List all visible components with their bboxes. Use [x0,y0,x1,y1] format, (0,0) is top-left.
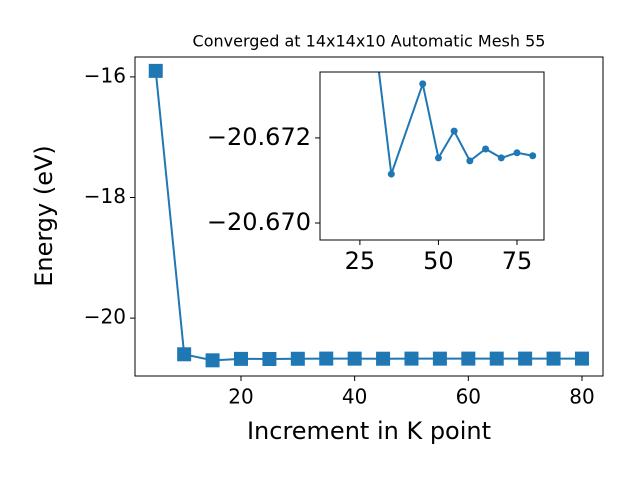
marker [546,351,561,366]
x-tick-label: 20 [228,385,253,409]
y-axis-label: Energy (eV) [30,145,58,287]
marker [432,351,447,366]
marker [387,170,395,178]
marker [529,152,537,160]
marker [347,351,362,366]
y-tick-label: −20.672 [207,123,311,151]
y-tick-label: −20.670 [207,208,311,236]
marker [148,63,163,78]
marker [489,351,504,366]
marker [482,145,490,153]
marker [419,80,427,88]
plot-frame [134,56,604,377]
x-tick-label: 50 [423,247,454,275]
marker [497,154,505,162]
marker [205,353,220,368]
line [154,70,582,362]
marker [518,351,533,366]
marker [376,351,391,366]
marker [434,154,442,162]
y-tick-label: −20 [84,305,126,329]
x-tick-label: 80 [569,385,594,409]
x-tick-label: 60 [456,385,481,409]
y-tick-label: −16 [84,63,126,87]
y-tick-label: −18 [84,184,126,208]
marker [177,347,192,362]
marker [574,351,589,366]
chart-title: Converged at 14x14x10 Automatic Mesh 55 [193,32,546,51]
x-tick-label: 75 [502,247,533,275]
marker [290,351,305,366]
series-group [148,63,589,368]
marker [319,351,334,366]
series-group [377,72,537,178]
x-tick-label: 40 [342,385,367,409]
marker [513,149,521,157]
marker [262,351,277,366]
marker [461,351,476,366]
x-axis-label: Increment in K point [247,417,491,445]
marker [404,351,419,366]
plot-frame [319,71,545,241]
marker [466,157,474,165]
marker [450,127,458,135]
line [377,72,533,175]
marker [233,351,248,366]
x-tick-label: 25 [345,247,376,275]
